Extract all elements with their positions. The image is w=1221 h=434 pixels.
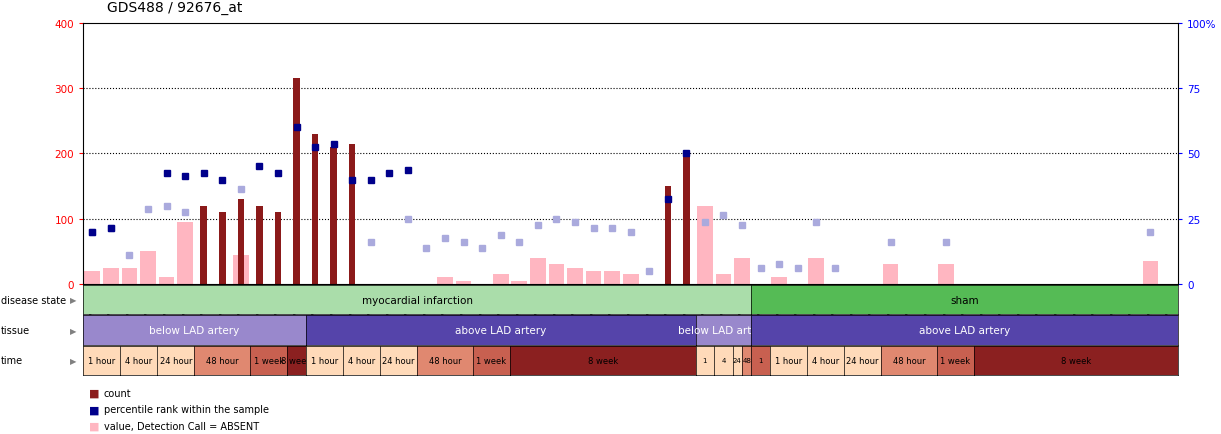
Text: below LAD artery: below LAD artery bbox=[149, 326, 239, 335]
Text: above LAD artery: above LAD artery bbox=[919, 326, 1011, 335]
Bar bbox=[219, 213, 226, 284]
Text: ■: ■ bbox=[89, 404, 100, 414]
Text: 24 hour: 24 hour bbox=[846, 356, 879, 365]
Text: 48 hour: 48 hour bbox=[206, 356, 238, 365]
Text: below LAD artery: below LAD artery bbox=[679, 326, 768, 335]
Text: ▶: ▶ bbox=[70, 326, 77, 335]
Bar bbox=[84, 271, 100, 284]
Bar bbox=[159, 278, 175, 284]
Text: ■: ■ bbox=[89, 388, 100, 398]
Text: 1 hour: 1 hour bbox=[310, 356, 338, 365]
Text: percentile rank within the sample: percentile rank within the sample bbox=[104, 404, 269, 414]
Text: sham: sham bbox=[950, 295, 979, 305]
Bar bbox=[200, 206, 206, 284]
Bar bbox=[293, 79, 299, 284]
Bar bbox=[734, 258, 750, 284]
Bar bbox=[512, 281, 527, 284]
Text: 8 week: 8 week bbox=[587, 356, 618, 365]
Bar bbox=[530, 258, 546, 284]
Text: disease state: disease state bbox=[1, 295, 66, 305]
Text: 1 hour: 1 hour bbox=[88, 356, 115, 365]
Bar bbox=[808, 258, 824, 284]
Text: 48 hour: 48 hour bbox=[429, 356, 462, 365]
Bar bbox=[716, 275, 731, 284]
Bar bbox=[103, 268, 118, 284]
Text: GDS488 / 92676_at: GDS488 / 92676_at bbox=[107, 1, 243, 15]
Text: ▶: ▶ bbox=[70, 296, 77, 304]
Text: 48 hour: 48 hour bbox=[893, 356, 926, 365]
Bar bbox=[683, 154, 690, 284]
Text: 1: 1 bbox=[702, 358, 707, 364]
Text: 48: 48 bbox=[742, 358, 751, 364]
Text: 8 week: 8 week bbox=[1061, 356, 1092, 365]
Bar bbox=[233, 255, 249, 284]
Bar bbox=[331, 148, 337, 284]
Text: above LAD artery: above LAD artery bbox=[455, 326, 546, 335]
Bar bbox=[177, 223, 193, 284]
Bar bbox=[586, 271, 602, 284]
Bar bbox=[567, 268, 582, 284]
Text: 4 hour: 4 hour bbox=[125, 356, 153, 365]
Text: 1: 1 bbox=[758, 358, 763, 364]
Text: myocardial infarction: myocardial infarction bbox=[361, 295, 473, 305]
Bar bbox=[349, 144, 355, 284]
Text: 24 hour: 24 hour bbox=[160, 356, 192, 365]
Bar bbox=[256, 206, 263, 284]
Text: 1 hour: 1 hour bbox=[775, 356, 802, 365]
Text: count: count bbox=[104, 388, 132, 398]
Text: value, Detection Call = ABSENT: value, Detection Call = ABSENT bbox=[104, 421, 259, 431]
Bar bbox=[238, 200, 244, 284]
Bar bbox=[1143, 261, 1159, 284]
Text: 8 week: 8 week bbox=[281, 356, 311, 365]
Text: time: time bbox=[1, 356, 23, 365]
Bar bbox=[548, 265, 564, 284]
Text: 24 hour: 24 hour bbox=[382, 356, 415, 365]
Text: 1 week: 1 week bbox=[254, 356, 283, 365]
Bar bbox=[664, 187, 672, 284]
Bar bbox=[311, 135, 319, 284]
Bar bbox=[604, 271, 620, 284]
Bar bbox=[275, 213, 281, 284]
Text: 4 hour: 4 hour bbox=[812, 356, 839, 365]
Text: 24: 24 bbox=[733, 358, 742, 364]
Bar bbox=[455, 281, 471, 284]
Text: ▶: ▶ bbox=[70, 356, 77, 365]
Bar bbox=[772, 278, 788, 284]
Bar bbox=[122, 268, 137, 284]
Bar bbox=[437, 278, 453, 284]
Bar bbox=[883, 265, 899, 284]
Bar bbox=[623, 275, 639, 284]
Text: 1 week: 1 week bbox=[476, 356, 507, 365]
Text: ■: ■ bbox=[89, 421, 100, 431]
Text: 1 week: 1 week bbox=[940, 356, 971, 365]
Bar bbox=[938, 265, 954, 284]
Bar bbox=[493, 275, 509, 284]
Bar bbox=[697, 206, 713, 284]
Text: 4: 4 bbox=[722, 358, 725, 364]
Bar bbox=[140, 252, 156, 284]
Text: tissue: tissue bbox=[1, 326, 31, 335]
Text: 4 hour: 4 hour bbox=[348, 356, 375, 365]
